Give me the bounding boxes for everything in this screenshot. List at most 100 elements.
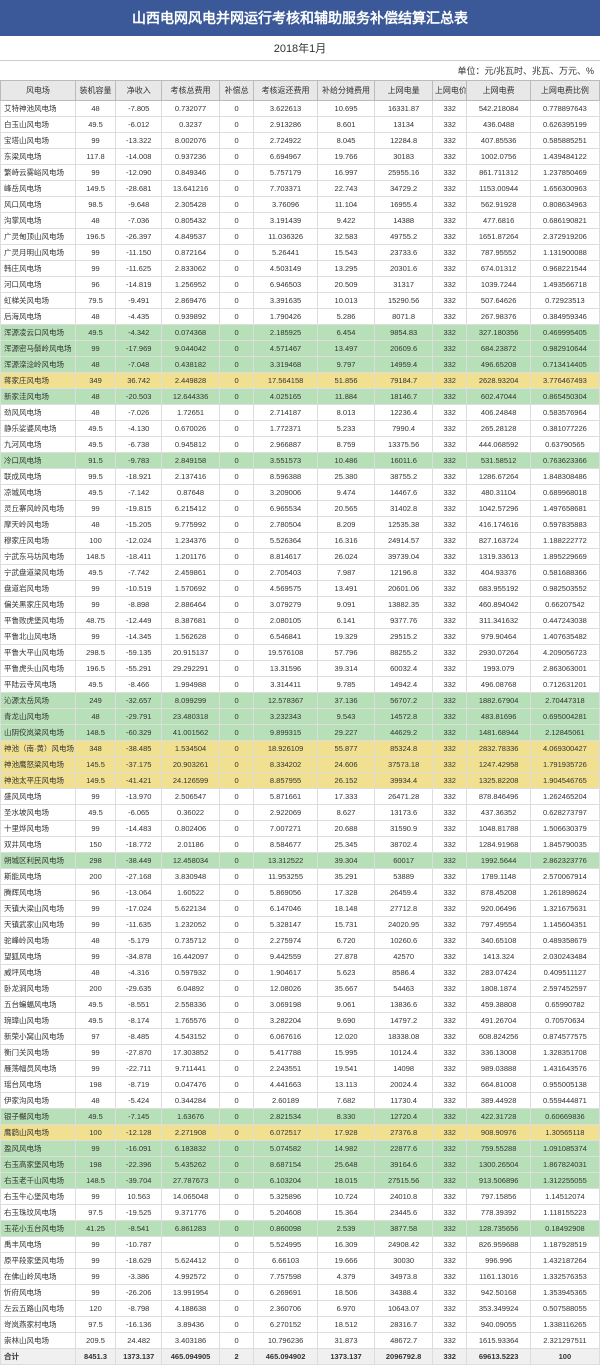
cell: 3.079279 <box>254 597 317 613</box>
cell: 1.353945365 <box>530 1285 599 1301</box>
cell: 12.08026 <box>254 981 317 997</box>
cell: 24908.42 <box>375 1237 433 1253</box>
cell: 332 <box>432 1077 467 1093</box>
cell: 6.946503 <box>254 277 317 293</box>
cell: 16011.6 <box>375 453 433 469</box>
cell: 15.543 <box>317 245 375 261</box>
cell: 禹丰风电场 <box>1 1237 76 1253</box>
cell: 332 <box>432 933 467 949</box>
cell: 右玉老千山风电场 <box>1 1173 76 1189</box>
total-cell: 332 <box>432 1349 467 1365</box>
cell: 1.201176 <box>162 549 220 565</box>
cell: 99 <box>75 261 115 277</box>
cell: 0 <box>219 229 254 245</box>
cell: 0 <box>219 325 254 341</box>
cell: 1.994988 <box>162 677 220 693</box>
cell: 6.072517 <box>254 1125 317 1141</box>
col-header: 上网电费 <box>467 81 530 101</box>
cell: 0.849346 <box>162 165 220 181</box>
cell: 332 <box>432 1157 467 1173</box>
cell: 斯能风电场 <box>1 869 76 885</box>
cell: 望狐风电场 <box>1 949 76 965</box>
cell: 1808.1874 <box>467 981 530 997</box>
cell: 0 <box>219 453 254 469</box>
cell: 7.757598 <box>254 1269 317 1285</box>
unit-label: 单位：元/兆瓦时、兆瓦、万元、% <box>0 61 600 80</box>
table-row: 虹梯关风电场79.5-9.4912.86947603.39163510.0131… <box>1 293 600 309</box>
cell: 0 <box>219 1285 254 1301</box>
cell: 332 <box>432 341 467 357</box>
cell: 608.824256 <box>467 1029 530 1045</box>
cell: 26.152 <box>317 773 375 789</box>
cell: 双井风电场 <box>1 837 76 853</box>
cell: 348 <box>75 741 115 757</box>
cell: -11.635 <box>116 917 162 933</box>
col-header: 上网电费比例 <box>530 81 599 101</box>
table-body: 艾特神池风电场48-7.8050.73207703.62261310.69516… <box>1 101 600 1365</box>
cell: 8.601 <box>317 117 375 133</box>
cell: 3.391635 <box>254 293 317 309</box>
cell: 16955.4 <box>375 197 433 213</box>
cell: 10643.07 <box>375 1301 433 1317</box>
cell: 99 <box>75 1285 115 1301</box>
cell: 0 <box>219 757 254 773</box>
cell: 0.735712 <box>162 933 220 949</box>
cell: 5.757179 <box>254 165 317 181</box>
cell: 0.686190821 <box>530 213 599 229</box>
table-row: 天镇武家山风电场99-11.6351.23205205.32814715.731… <box>1 917 600 933</box>
table-row: 驼峰岭风电场48-5.1790.73571202.2759746.7201026… <box>1 933 600 949</box>
cell: 7.682 <box>317 1093 375 1109</box>
cell: 99 <box>75 1141 115 1157</box>
table-row: 衡门关风电场99-27.87017.30385205.41778815.9951… <box>1 1045 600 1061</box>
cell: -26.397 <box>116 229 162 245</box>
cell: 7.007271 <box>254 821 317 837</box>
cell: 2.275974 <box>254 933 317 949</box>
cell: 11730.4 <box>375 1093 433 1109</box>
cell: 10124.4 <box>375 1045 433 1061</box>
cell: 原平段家堡风电场 <box>1 1253 76 1269</box>
cell: 1.493566718 <box>530 277 599 293</box>
cell: 0 <box>219 117 254 133</box>
cell: -8.551 <box>116 997 162 1013</box>
cell: -14.345 <box>116 629 162 645</box>
cell: 6.965534 <box>254 501 317 517</box>
cell: 97.5 <box>75 1317 115 1333</box>
cell: 2.724922 <box>254 133 317 149</box>
cell: 1319.33613 <box>467 549 530 565</box>
cell: 29515.2 <box>375 629 433 645</box>
cell: 8.857955 <box>254 773 317 789</box>
cell: 18338.08 <box>375 1029 433 1045</box>
cell: 332 <box>432 1045 467 1061</box>
cell: 27712.8 <box>375 901 433 917</box>
cell: 332 <box>432 1301 467 1317</box>
cell: 1.187928519 <box>530 1237 599 1253</box>
cell: 444.068592 <box>467 437 530 453</box>
cell: 878.45208 <box>467 885 530 901</box>
cell: 0.695004281 <box>530 709 599 725</box>
cell: 1882.67904 <box>467 693 530 709</box>
cell: 13173.6 <box>375 805 433 821</box>
cell: 332 <box>432 149 467 165</box>
cell: 23.480318 <box>162 709 220 725</box>
cell: 0 <box>219 1141 254 1157</box>
cell: 13836.6 <box>375 997 433 1013</box>
cell: 平鲁大平山风电场 <box>1 645 76 661</box>
cell: 0.968221544 <box>530 261 599 277</box>
cell: 148.5 <box>75 1173 115 1189</box>
cell: -13.970 <box>116 789 162 805</box>
table-row: 宁武东马坊风电场148.5-18.4111.20117608.81461726.… <box>1 549 600 565</box>
cell: 13.295 <box>317 261 375 277</box>
table-row: 凉城风电场49.5-7.1420.8764803.2090069.4741446… <box>1 485 600 501</box>
cell: 0.778897643 <box>530 101 599 117</box>
table-row: 劲风风电场48-7.0261.7265102.7141878.01312236.… <box>1 405 600 421</box>
cell: 1161.13016 <box>467 1269 530 1285</box>
cell: 14.982 <box>317 1141 375 1157</box>
cell: 0.689968018 <box>530 485 599 501</box>
cell: 0 <box>219 981 254 997</box>
cell: 55.877 <box>317 741 375 757</box>
cell: 674.01312 <box>467 261 530 277</box>
cell: 1.407635482 <box>530 629 599 645</box>
cell: 332 <box>432 469 467 485</box>
cell: 0 <box>219 1317 254 1333</box>
cell: 531.58512 <box>467 453 530 469</box>
